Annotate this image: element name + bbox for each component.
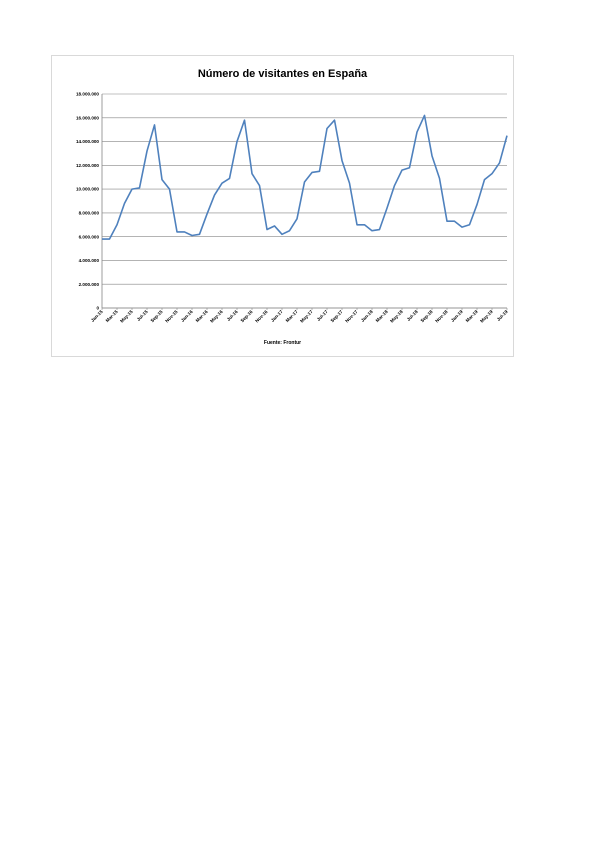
x-tick-label: May-17	[299, 309, 314, 324]
y-tick-label: 14.000.000	[76, 139, 99, 144]
chart-title: Número de visitantes en España	[197, 68, 368, 80]
x-tick-label: Jul-15	[136, 309, 149, 322]
x-tick-label: Sep-15	[150, 309, 165, 324]
x-tick-label: Nov-18	[434, 309, 449, 324]
y-tick-label: 0	[96, 306, 99, 311]
chart-source: Fuente: Frontur	[263, 340, 302, 346]
x-tick-label: Jan-15	[90, 309, 104, 323]
y-tick-label: 12.000.000	[76, 163, 99, 168]
y-tick-label: 18.000.000	[76, 92, 99, 97]
x-tick-label: Jan-19	[450, 309, 464, 323]
x-tick-label: Sep-18	[420, 309, 435, 324]
x-tick-label: Jul-16	[226, 309, 239, 322]
x-tick-label: May-15	[119, 309, 134, 324]
y-tick-label: 6.000.000	[79, 234, 100, 239]
line-chart: 0 2.000.000 4.000.000 6.000.000 8.000.000 10.…	[76, 92, 509, 324]
x-tick-label: Sep-17	[330, 309, 345, 324]
x-tick-label: Nov-17	[344, 309, 359, 324]
x-tick-label: May-18	[389, 309, 404, 324]
chart-frame: Número de visitantes en España 0 2.000.00…	[51, 55, 514, 357]
x-tick-label: Nov-16	[254, 309, 269, 324]
x-tick-label: May-19	[479, 309, 494, 324]
y-tick-label: 16.000.000	[76, 115, 99, 120]
x-tick-label: Jan-17	[270, 309, 284, 323]
y-tick-label: 4.000.000	[79, 258, 100, 263]
x-tick-label: Nov-15	[164, 309, 179, 324]
x-tick-label: Jul-17	[316, 309, 329, 322]
x-tick-label: Mar-18	[375, 309, 389, 323]
x-tick-label: Jan-18	[360, 309, 374, 323]
y-tick-label: 8.000.000	[79, 210, 100, 215]
series-line	[102, 114, 508, 240]
x-tick-label: Jul-19	[496, 309, 509, 322]
x-tick-label: Jan-16	[180, 309, 194, 323]
x-tick-label: Jul-18	[406, 309, 419, 322]
x-tick-label: May-16	[209, 309, 224, 324]
y-tick-label: 2.000.000	[79, 282, 100, 287]
x-tick-label: Sep-16	[240, 309, 255, 324]
y-tick-label: 10.000.000	[76, 187, 99, 192]
x-tick-label: Mar-16	[195, 309, 209, 323]
x-tick-label: Mar-15	[105, 309, 119, 323]
x-tick-label: Mar-17	[285, 309, 299, 323]
x-tick-label: Mar-19	[465, 309, 479, 323]
